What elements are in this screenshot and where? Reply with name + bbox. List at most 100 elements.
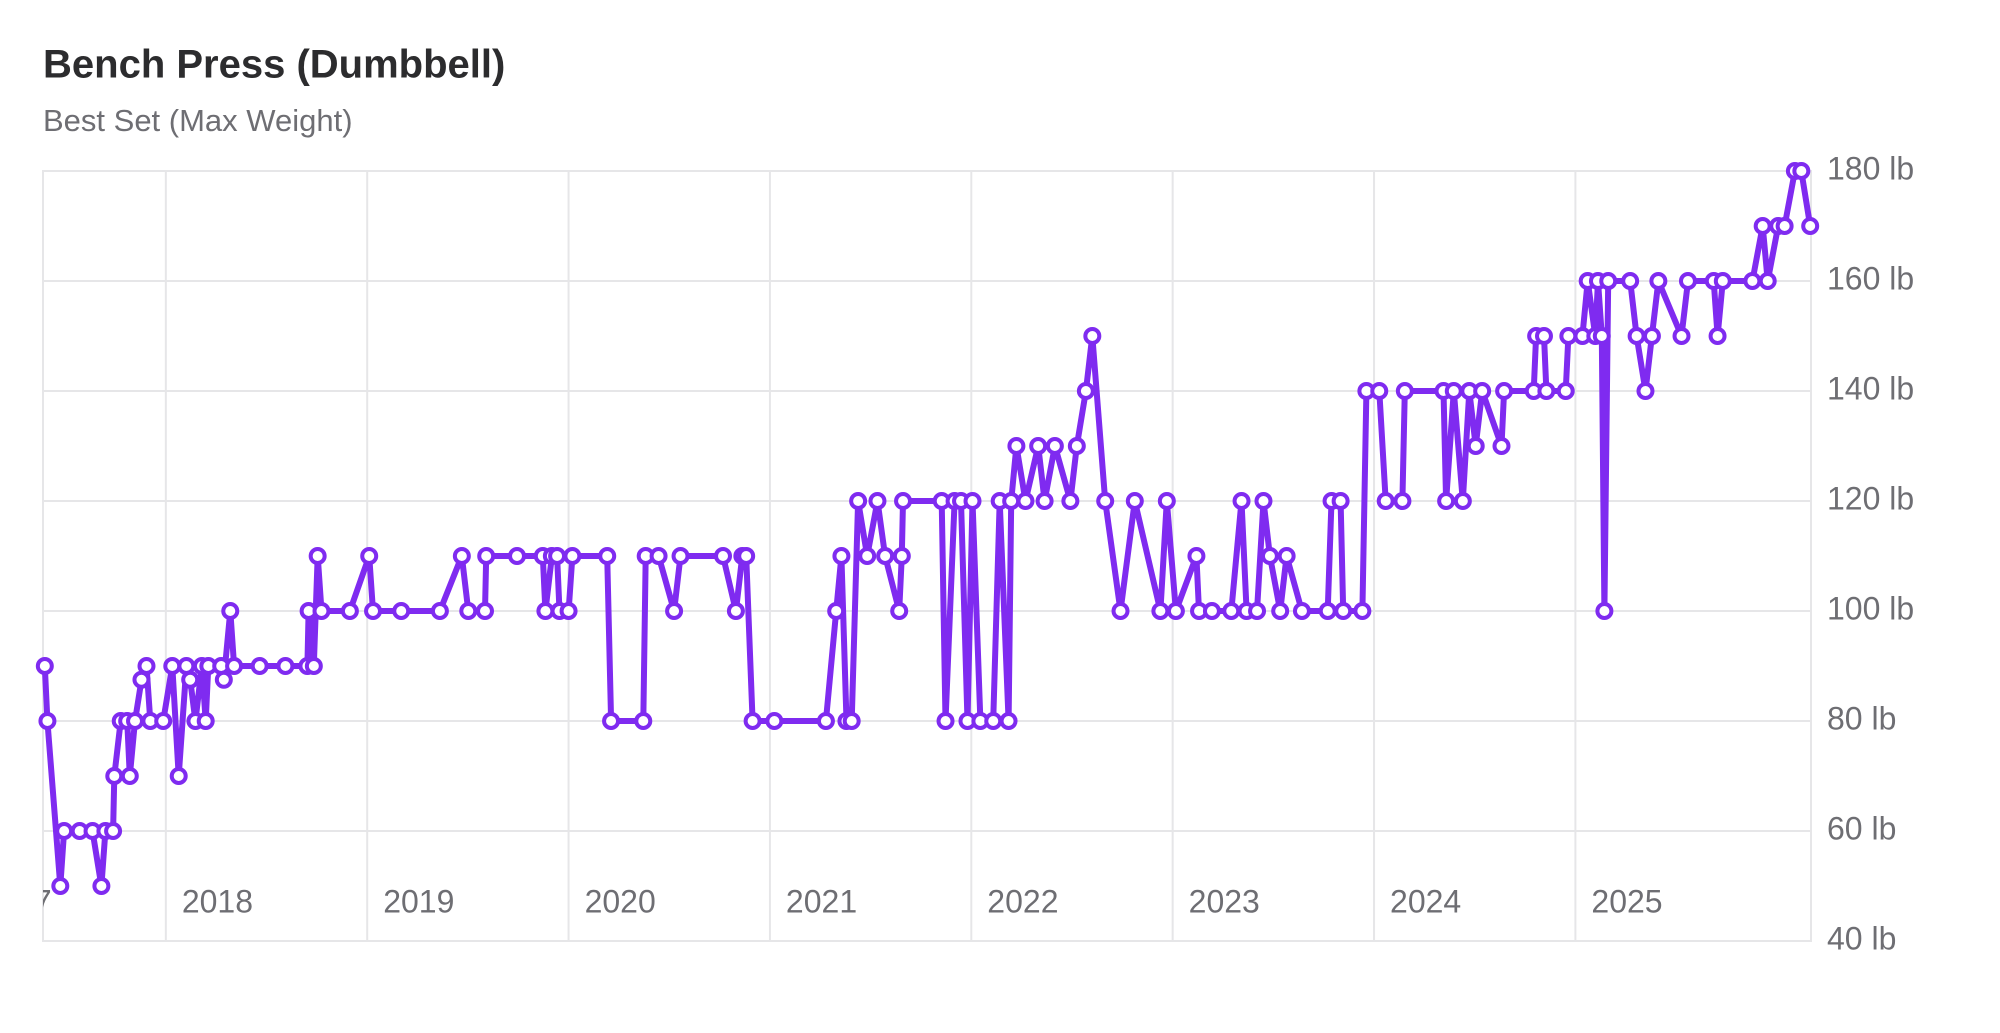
data-point xyxy=(1393,492,1412,510)
data-point xyxy=(1096,492,1115,510)
data-point xyxy=(1534,327,1553,345)
data-point xyxy=(737,547,756,565)
data-point xyxy=(1016,492,1035,510)
data-point xyxy=(832,547,851,565)
data-point xyxy=(1437,492,1456,510)
data-point xyxy=(1672,327,1691,345)
data-point xyxy=(765,712,784,730)
data-point xyxy=(137,657,156,675)
data-point xyxy=(1753,217,1772,235)
data-point xyxy=(1713,272,1732,290)
y-tick-label: 80 lb xyxy=(1827,700,1896,736)
data-point xyxy=(1592,327,1611,345)
data-point xyxy=(634,712,653,730)
data-point xyxy=(1492,437,1511,455)
data-point xyxy=(1061,492,1080,510)
x-tick-label: 2025 xyxy=(1591,883,1662,919)
data-point xyxy=(51,877,70,895)
data-point xyxy=(726,602,745,620)
data-point xyxy=(459,602,478,620)
data-point xyxy=(936,712,955,730)
data-point xyxy=(126,712,145,730)
data-point xyxy=(312,602,331,620)
data-point xyxy=(1599,272,1618,290)
data-point xyxy=(892,547,911,565)
data-point xyxy=(163,657,182,675)
data-point xyxy=(1642,327,1661,345)
data-point xyxy=(1559,327,1578,345)
x-tick-label: 2022 xyxy=(987,883,1058,919)
data-point xyxy=(1111,602,1130,620)
data-point xyxy=(1007,437,1026,455)
y-tick-label: 60 lb xyxy=(1827,810,1896,846)
data-point xyxy=(1678,272,1697,290)
data-point xyxy=(1331,492,1350,510)
data-point xyxy=(849,492,868,510)
data-point xyxy=(1395,382,1414,400)
data-point xyxy=(649,547,668,565)
data-point xyxy=(1649,272,1668,290)
data-point xyxy=(38,712,57,730)
data-point xyxy=(1636,382,1655,400)
data-point xyxy=(559,602,578,620)
x-tick-label: 2023 xyxy=(1189,883,1260,919)
data-point xyxy=(868,492,887,510)
series-line xyxy=(41,168,1814,889)
data-point xyxy=(894,492,913,510)
data-point xyxy=(452,547,471,565)
data-point xyxy=(563,547,582,565)
data-point xyxy=(104,822,123,840)
data-point xyxy=(1743,272,1762,290)
data-point xyxy=(1002,492,1021,510)
data-point xyxy=(1151,602,1170,620)
data-point xyxy=(858,547,877,565)
data-point xyxy=(602,712,621,730)
data-point xyxy=(1792,162,1811,180)
y-tick-label: 160 lb xyxy=(1827,260,1914,296)
data-point xyxy=(999,712,1018,730)
data-point xyxy=(1775,217,1794,235)
data-point xyxy=(1495,382,1514,400)
data-point xyxy=(671,547,690,565)
data-point xyxy=(196,712,215,730)
data-point xyxy=(1334,602,1353,620)
data-point xyxy=(1076,382,1095,400)
x-axis-labels: 2017 2018 2019 2020 2021 2022 2023 2024 2025 xyxy=(43,883,1663,919)
data-point xyxy=(1271,602,1290,620)
data-point xyxy=(477,547,496,565)
data-point xyxy=(665,602,684,620)
data-point xyxy=(1166,602,1185,620)
data-point xyxy=(340,602,359,620)
data-point xyxy=(1277,547,1296,565)
data-point xyxy=(1045,437,1064,455)
data-point xyxy=(476,602,494,620)
data-point xyxy=(214,670,233,689)
data-point xyxy=(1254,492,1273,510)
data-point xyxy=(1083,327,1102,345)
chart-subtitle: Best Set (Max Weight) xyxy=(43,103,353,138)
data-point xyxy=(548,547,567,565)
data-point xyxy=(1353,602,1372,620)
data-point xyxy=(55,822,74,840)
y-tick-label: 140 lb xyxy=(1827,370,1914,406)
data-point xyxy=(1473,382,1492,400)
data-point xyxy=(181,670,200,689)
data-point xyxy=(1466,437,1485,455)
data-point xyxy=(360,547,379,565)
data-point xyxy=(1537,382,1556,400)
data-point xyxy=(430,602,449,620)
data-point xyxy=(1627,327,1646,345)
data-point xyxy=(1067,437,1086,455)
data-point xyxy=(963,492,982,510)
x-tick-label: 2019 xyxy=(383,883,454,919)
data-point xyxy=(827,602,846,620)
data-point xyxy=(1187,547,1206,565)
data-point xyxy=(890,602,909,620)
data-point xyxy=(1248,602,1267,620)
data-point xyxy=(308,547,327,565)
y-tick-label: 120 lb xyxy=(1827,480,1914,516)
data-point xyxy=(1260,547,1279,565)
y-tick-label: 100 lb xyxy=(1827,590,1914,626)
data-point xyxy=(1202,602,1221,620)
